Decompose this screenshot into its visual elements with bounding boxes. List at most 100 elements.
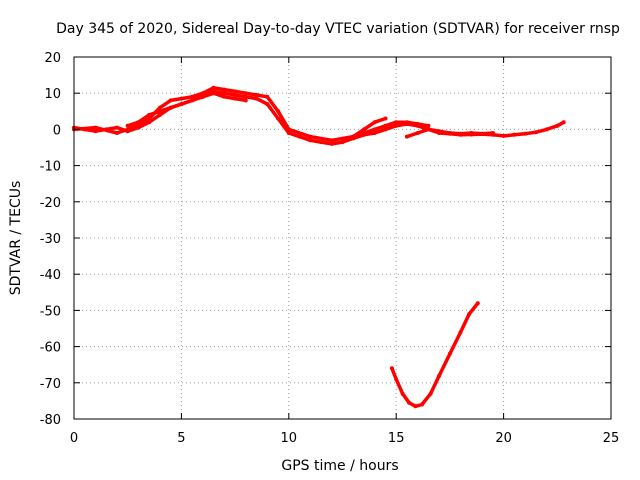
axis-ticks [73, 56, 612, 420]
data-point [211, 85, 216, 90]
data-point [190, 98, 195, 103]
data-point [372, 131, 377, 135]
data-point [469, 131, 474, 135]
data-point [394, 377, 399, 382]
data-point [286, 131, 291, 135]
data-point [136, 123, 141, 128]
data-point [555, 123, 560, 128]
data-point [447, 351, 452, 356]
y-tick-labels: 20 10 0 -10 -20 -30 -40 -50 -60 -70 -80 [40, 51, 61, 428]
data-point [265, 102, 270, 107]
x-tick-label: 5 [177, 431, 185, 446]
data-point [254, 93, 259, 97]
y-tick-label: -80 [40, 413, 61, 428]
data-point [467, 312, 472, 316]
data-point [415, 131, 420, 135]
data-point [404, 120, 409, 125]
data-point [233, 89, 238, 94]
data-point [407, 400, 412, 405]
data-point [480, 131, 485, 136]
x-tick-label: 15 [388, 431, 405, 446]
data-point [115, 125, 119, 130]
data-point [222, 94, 227, 99]
y-tick-label: 10 [44, 87, 61, 102]
data-point [157, 105, 162, 110]
y-tick-label: -30 [40, 232, 61, 247]
data-point [426, 127, 431, 132]
data-point [523, 131, 528, 136]
data-point [372, 127, 377, 132]
chart-title: Day 345 of 2020, Sidereal Day-to-day VTE… [56, 21, 620, 37]
data-point [254, 96, 259, 101]
data-point [319, 140, 323, 145]
data-point [458, 330, 463, 335]
data-point [243, 98, 248, 103]
data-point [168, 105, 173, 110]
data-point [437, 129, 442, 134]
data-point [276, 109, 281, 114]
data-point [512, 132, 517, 137]
data-point [233, 93, 238, 97]
data-point [413, 404, 418, 409]
data-point [308, 138, 313, 143]
data-point [211, 91, 216, 96]
data-point [437, 373, 442, 378]
data-point [200, 91, 205, 96]
data-point [93, 129, 98, 134]
data-point [544, 127, 549, 132]
data-point [125, 123, 130, 128]
data-point [533, 130, 538, 135]
data-point [447, 131, 452, 135]
x-axis-label: GPS time / hours [281, 458, 398, 474]
data-point [168, 98, 173, 103]
data-point [222, 91, 227, 96]
data-point [415, 122, 420, 126]
data-point [115, 131, 119, 135]
series-line-tail [390, 301, 480, 409]
y-tick-label: -70 [40, 377, 61, 392]
data-point [404, 134, 409, 139]
data-point [179, 96, 184, 101]
data-point [372, 120, 377, 125]
data-point [400, 391, 405, 396]
data-point [147, 112, 152, 117]
data-point [200, 94, 205, 99]
data-point [362, 127, 366, 132]
data-point [340, 140, 345, 145]
data-point [420, 402, 424, 407]
data-point [501, 133, 506, 138]
data-point [428, 391, 433, 396]
data-point [490, 131, 495, 135]
data-point [329, 141, 334, 146]
data-point [136, 120, 141, 125]
data-point [157, 109, 162, 114]
data-point [222, 87, 227, 92]
data-point [308, 134, 313, 139]
data-point [233, 96, 238, 101]
data-point [561, 120, 566, 125]
data-point [383, 123, 388, 128]
data-point [383, 116, 388, 121]
data-point [475, 301, 480, 306]
data-point [265, 94, 270, 99]
y-tick-label: 0 [53, 123, 61, 138]
data-point [389, 366, 394, 371]
data-point [286, 127, 291, 132]
y-tick-label: -40 [40, 268, 61, 283]
data-point [93, 125, 98, 130]
data-point [394, 123, 399, 128]
data-point [243, 91, 248, 96]
data-point [157, 112, 162, 117]
x-tick-label: 10 [281, 431, 298, 446]
data-point [362, 131, 366, 135]
data-point [394, 120, 399, 125]
grid-lines [74, 57, 611, 419]
data-point [297, 134, 302, 139]
data-point [351, 134, 356, 139]
y-axis-label: SDTVAR / TECUs [8, 181, 24, 296]
series-line-main-b [72, 86, 388, 143]
x-tick-label: 20 [495, 431, 512, 446]
data-point [190, 94, 195, 99]
data-point [243, 94, 248, 99]
